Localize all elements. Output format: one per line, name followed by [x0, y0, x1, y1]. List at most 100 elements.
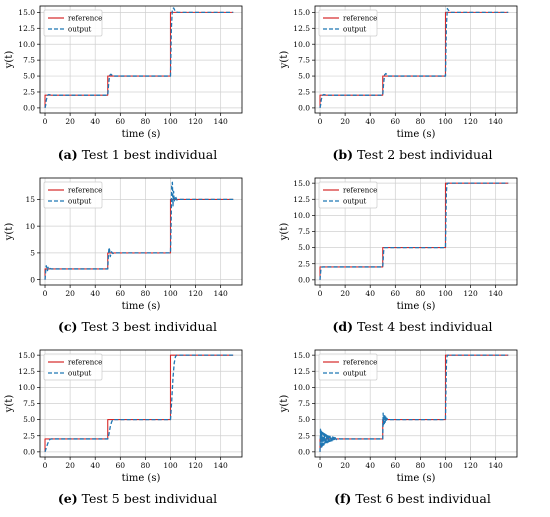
chart-d-xtick-label: 80: [416, 289, 426, 298]
chart-a-ytick-label: 15.0: [18, 8, 35, 17]
chart-a-xtick-label: 100: [163, 117, 178, 126]
chart-c-legend: reference output: [43, 181, 103, 209]
chart-c-frame: [39, 177, 243, 286]
chart-d-xtick-label: 120: [463, 289, 478, 298]
chart-d-ytick-label: 12.5: [293, 195, 310, 204]
chart-e-caption-text: Test 5 best individual: [81, 491, 218, 506]
chart-c-xtick-label: 40: [90, 289, 100, 298]
chart-b-svg: 0 20 40 60 80 100 120 140 0.0 2.5 5.0 7.5 10.0 12.5 15…: [279, 5, 518, 140]
chart-a-legend: reference output: [43, 9, 103, 37]
chart-d-xtick-label: 0: [318, 289, 323, 298]
chart-b-ytick-label: 15.0: [293, 8, 310, 17]
chart-c-caption: (c) Test 3 best individual: [0, 319, 275, 334]
chart-f-caption: (f) Test 6 best individual: [275, 491, 550, 506]
chart-b-xtick-label: 80: [416, 117, 426, 126]
chart-e-ytick-label: 0.0: [23, 447, 35, 456]
chart-e-legend: reference output: [43, 353, 103, 381]
chart-f-ylabel: y(t): [279, 395, 290, 414]
chart-d-series-output: [319, 182, 509, 280]
chart-d-legend-label-reference: reference: [343, 187, 377, 195]
chart-f-xtick-label: 0: [318, 461, 323, 470]
chart-d-legend-box: [318, 181, 378, 209]
chart-d-legend: reference output: [318, 181, 378, 209]
chart-b-xtick-label: 100: [438, 117, 453, 126]
chart-c-legend-label-output: output: [68, 198, 92, 206]
chart-e-ytick-label: 12.5: [18, 367, 35, 376]
chart-c-xtick-label: 80: [141, 289, 151, 298]
chart-e-series-reference: [44, 354, 234, 452]
chart-a-ytick-label: 10.0: [18, 40, 35, 49]
chart-b-legend-label-reference: reference: [343, 15, 377, 23]
chart-panel-e: 0 20 40 60 80 100 120 140 0.0 2.5 5.0 7.5 10.0 12.5 15…: [0, 344, 275, 516]
chart-e-ytick-label: 7.5: [23, 399, 35, 408]
chart-c-series-reference: [44, 198, 234, 280]
chart-f-xtick-label: 40: [365, 461, 375, 470]
chart-panel-b: 0 20 40 60 80 100 120 140 0.0 2.5 5.0 7.5 10.0 12.5 15…: [275, 0, 550, 172]
chart-panel-f: 0 20 40 60 80 100 120 140 0.0 2.5 5.0 7.5 10.0 12.5 15…: [275, 344, 550, 516]
chart-f-ytick-label: 5.0: [298, 415, 310, 424]
chart-d-ytick-label: 15.0: [293, 179, 310, 188]
chart-d-ytick-label: 0.0: [298, 275, 310, 284]
chart-c-ytick-label: 0: [30, 275, 35, 284]
chart-panel-a: 0 20 40 60 80 100 120 140 0.0 2.5 5.0 7.5 10.0 12.5 15…: [0, 0, 275, 172]
chart-b-ytick-label: 10.0: [293, 40, 310, 49]
chart-f-xtick-label: 140: [489, 461, 504, 470]
chart-f-ytick-label: 10.0: [293, 383, 310, 392]
chart-a-xtick-label: 140: [214, 117, 229, 126]
chart-a-series-reference: [44, 11, 234, 108]
chart-e-xlabel: time (s): [122, 473, 161, 484]
chart-d-caption: (d) Test 4 best individual: [275, 319, 550, 334]
chart-d-ylabel: y(t): [279, 223, 290, 242]
chart-b-ylabel: y(t): [279, 51, 290, 70]
chart-e-xtick-label: 80: [141, 461, 151, 470]
chart-b-xtick-label: 140: [489, 117, 504, 126]
chart-d-ytick-label: 10.0: [293, 211, 310, 220]
chart-e-ytick-label: 15.0: [18, 351, 35, 360]
chart-f-xlabel: time (s): [397, 473, 436, 484]
chart-c-xtick-label: 60: [116, 289, 126, 298]
chart-f-legend: reference output: [318, 353, 378, 381]
chart-c-xtick-label: 0: [43, 289, 48, 298]
chart-b-xtick-label: 120: [463, 117, 478, 126]
chart-f-legend-label-output: output: [343, 370, 367, 378]
chart-f-svg: 0 20 40 60 80 100 120 140 0.0 2.5 5.0 7.5 10.0 12.5 15…: [279, 349, 518, 484]
chart-b-frame: [314, 5, 518, 114]
chart-a-svg: 0 20 40 60 80 100 120 140 0.0 2.5 5.0 7.5 10.0 12.5 15…: [4, 5, 243, 140]
chart-c-svg: 0 20 40 60 80 100 120 140 0 5 10 15 time (s) y(t) refe…: [4, 177, 243, 312]
chart-e-xtick-label: 20: [65, 461, 75, 470]
chart-e-xtick-label: 40: [90, 461, 100, 470]
chart-f-series-output: [319, 354, 509, 452]
chart-f-ytick-label: 15.0: [293, 351, 310, 360]
chart-f-ytick-label: 2.5: [298, 431, 310, 440]
chart-e-legend-label-output: output: [68, 370, 92, 378]
chart-a-xtick-label: 0: [43, 117, 48, 126]
chart-e-xtick-label: 100: [163, 461, 178, 470]
chart-d-ytick-label: 7.5: [298, 227, 310, 236]
chart-e-xtick-label: 120: [188, 461, 203, 470]
chart-b-xtick-label: 20: [340, 117, 350, 126]
chart-a-xtick-label: 80: [141, 117, 151, 126]
chart-c-caption-text: Test 3 best individual: [81, 319, 217, 334]
chart-f-xtick-label: 120: [463, 461, 478, 470]
chart-e-xtick-label: 60: [116, 461, 126, 470]
chart-c-ytick-label: 15: [25, 195, 35, 204]
chart-c-ytick-label: 10: [25, 222, 35, 231]
chart-f-xtick-label: 100: [438, 461, 453, 470]
chart-b-ytick-label: 0.0: [298, 104, 310, 113]
chart-f-legend-label-reference: reference: [343, 359, 377, 367]
chart-b-series-reference: [319, 11, 509, 108]
chart-c-xtick-label: 20: [65, 289, 75, 298]
chart-a-xtick-label: 120: [188, 117, 203, 126]
chart-e-legend-label-reference: reference: [68, 359, 102, 367]
chart-d-xtick-label: 40: [365, 289, 375, 298]
chart-c-xlabel: time (s): [122, 301, 161, 312]
chart-c-series-output: [44, 181, 234, 280]
chart-a-caption: (a) Test 1 best individual: [0, 147, 275, 162]
chart-b-caption-tag: (b): [332, 147, 354, 162]
chart-f-ytick-label: 0.0: [298, 447, 310, 456]
chart-a-ylabel: y(t): [4, 51, 15, 70]
chart-f-xtick-label: 80: [416, 461, 426, 470]
chart-c-ylabel: y(t): [4, 223, 15, 242]
chart-f-caption-tag: (f): [334, 491, 352, 506]
chart-f-ytick-label: 7.5: [298, 399, 310, 408]
